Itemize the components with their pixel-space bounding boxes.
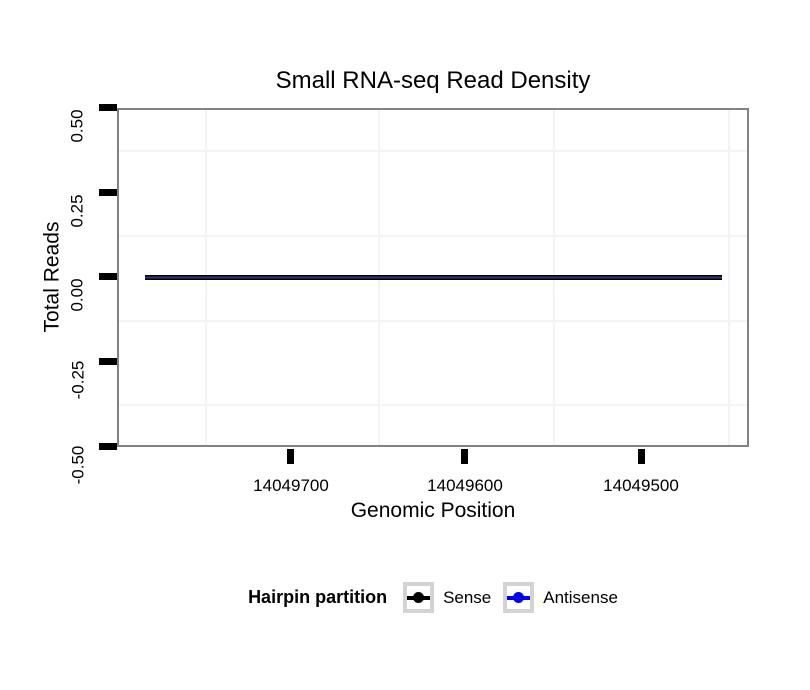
x-axis-tick	[638, 449, 645, 464]
x-tick-label: 14049600	[427, 476, 503, 495]
y-tick-label: -0.50	[68, 445, 87, 485]
legend-key-antisense	[503, 582, 535, 613]
minor-gridline-horizontal	[119, 235, 747, 237]
y-axis-title: Total Reads	[40, 221, 63, 333]
y-axis-tick	[99, 273, 117, 280]
y-axis-tick	[99, 358, 117, 365]
plot-panel	[117, 108, 749, 447]
y-axis-tick	[99, 189, 117, 196]
legend-key-sense	[403, 582, 435, 613]
x-axis-tick	[287, 449, 294, 464]
x-axis-tick	[461, 449, 468, 464]
minor-gridline-horizontal	[119, 320, 747, 322]
legend-label-sense: Sense	[443, 587, 492, 607]
legend-label-antisense: Antisense	[543, 587, 618, 607]
y-axis-tick	[99, 443, 117, 450]
y-tick-label: 0.50	[68, 109, 87, 143]
x-tick-label: 14049700	[253, 476, 329, 495]
x-tick-label: 14049500	[603, 476, 679, 495]
plot-title: Small RNA-seq Read Density	[275, 67, 591, 94]
y-axis-tick	[99, 104, 117, 111]
legend-title: Hairpin partition	[248, 587, 388, 607]
minor-gridline-horizontal	[119, 150, 747, 152]
sense-point-icon	[413, 592, 425, 603]
data-line-sense-antisense	[145, 275, 722, 280]
legend: Hairpin partition Sense Antisense	[117, 582, 749, 613]
minor-gridline-horizontal	[119, 404, 747, 406]
minor-gridline-vertical	[728, 110, 730, 445]
x-axis-title: Genomic Position	[350, 499, 516, 522]
antisense-point-icon	[513, 592, 525, 603]
